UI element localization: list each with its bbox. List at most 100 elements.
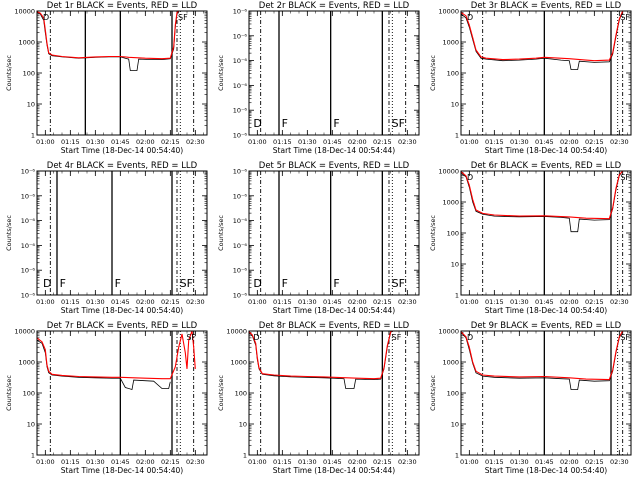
- x-tick-label: 01:45: [111, 458, 130, 466]
- y-tick-label: 10⁻⁶: [21, 168, 36, 176]
- x-tick-label: 01:15: [273, 138, 292, 146]
- chart-panel-2: Det 2r BLACK = Events, RED = LLD Counts/s…: [217, 1, 420, 155]
- x-tick-label: 02:30: [186, 138, 205, 146]
- x-tick-label: 02:15: [585, 138, 604, 146]
- y-tick-label: 1: [455, 452, 459, 460]
- x-tick-label: 01:00: [36, 138, 55, 146]
- series-lld: [461, 171, 624, 220]
- y-tick-label: 1000: [18, 359, 35, 367]
- series-lld: [37, 11, 180, 60]
- y-tick-label: 10000: [438, 8, 459, 16]
- x-tick-label: 01:45: [323, 298, 342, 306]
- chart-panel-6: Det 6r BLACK = Events, RED = LLD Counts/s…: [429, 161, 632, 315]
- x-tick-label: 02:15: [161, 298, 180, 306]
- y-axis-label: Counts/sec: [429, 375, 437, 411]
- y-tick-label: 10000: [226, 328, 247, 336]
- y-tick-label: 100: [447, 70, 459, 78]
- x-tick-label: 02:15: [373, 298, 392, 306]
- chart-title: Det 9r BLACK = Events, RED = LLD: [471, 321, 622, 331]
- x-tick-label: 01:00: [36, 298, 55, 306]
- series-lld: [461, 11, 624, 62]
- x-axis-label: Start Time (18-Dec-14 00:54:40): [485, 146, 607, 155]
- y-tick-label: 10⁻⁶: [233, 192, 248, 200]
- x-tick-label: 01:15: [485, 458, 504, 466]
- chart-annotation: SF: [392, 333, 402, 342]
- chart-annotation: SF: [620, 173, 630, 182]
- y-tick-label: 1: [455, 132, 459, 140]
- chart-annotation: D: [467, 13, 473, 22]
- chart-title: Det 4r BLACK = Events, RED = LLD: [47, 161, 198, 171]
- series-events: [461, 171, 624, 233]
- x-tick-label: 02:00: [136, 458, 155, 466]
- y-axis-label: Counts/sec: [217, 55, 225, 91]
- x-tick-label: 02:00: [136, 138, 155, 146]
- y-tick-label: 10⁻⁶: [21, 217, 36, 225]
- chart-annotation: SF: [620, 333, 630, 342]
- chart-panel-7: Det 7r BLACK = Events, RED = LLD Counts/s…: [5, 321, 208, 475]
- chart-annotation: F: [333, 277, 339, 290]
- x-tick-label: 01:15: [273, 458, 292, 466]
- y-tick-label: 10000: [14, 328, 35, 336]
- chart-panel-3: Det 3r BLACK = Events, RED = LLD Counts/s…: [429, 1, 632, 155]
- chart-annotation: SF: [392, 117, 405, 130]
- y-tick-label: 10000: [14, 8, 35, 16]
- y-axis-label: Counts/sec: [217, 375, 225, 411]
- y-tick-label: 10⁻⁶: [233, 32, 248, 40]
- y-tick-label: 100: [23, 390, 35, 398]
- x-tick-label: 02:15: [585, 458, 604, 466]
- series-lld: [37, 331, 196, 380]
- y-tick-label: 10: [451, 421, 459, 429]
- chart-panel-9: Det 9r BLACK = Events, RED = LLD Counts/s…: [429, 321, 632, 475]
- x-tick-label: 01:45: [535, 298, 554, 306]
- y-tick-label: 10⁻⁶: [233, 242, 248, 250]
- series-lld: [249, 331, 393, 380]
- x-tick-label: 01:15: [61, 458, 80, 466]
- x-tick-label: 02:30: [398, 458, 417, 466]
- y-axis-label: Counts/sec: [429, 215, 437, 251]
- y-tick-label: 10⁻⁶: [233, 107, 248, 115]
- x-tick-label: 01:00: [460, 458, 479, 466]
- y-tick-label: 100: [23, 70, 35, 78]
- x-tick-label: 02:00: [348, 458, 367, 466]
- series-events: [461, 331, 624, 390]
- y-tick-label: 1: [31, 132, 35, 140]
- chart-panel-8: Det 8r BLACK = Events, RED = LLD Counts/s…: [217, 321, 420, 475]
- y-tick-label: 10000: [438, 328, 459, 336]
- chart-annotation: SF: [178, 13, 188, 22]
- plot-frame: [248, 10, 420, 136]
- y-axis-label: Counts/sec: [217, 215, 225, 251]
- x-tick-label: 01:30: [298, 138, 317, 146]
- chart-annotation: D: [43, 277, 51, 290]
- y-tick-label: 1000: [442, 39, 459, 47]
- chart-annotation: D: [253, 277, 261, 290]
- chart-annotation: SF: [392, 277, 405, 290]
- y-tick-label: 10⁻⁶: [21, 267, 36, 275]
- y-tick-label: 100: [235, 390, 247, 398]
- y-axis-label: Counts/sec: [5, 55, 13, 91]
- y-tick-label: 10000: [438, 168, 459, 176]
- x-tick-label: 01:30: [298, 298, 317, 306]
- x-tick-label: 01:00: [248, 298, 267, 306]
- y-tick-label: 10⁻⁶: [233, 267, 248, 275]
- y-tick-label: 10⁻⁶: [21, 292, 36, 300]
- y-tick-label: 100: [447, 230, 459, 238]
- x-tick-label: 02:30: [186, 298, 205, 306]
- y-tick-label: 10⁻⁶: [233, 57, 248, 65]
- x-tick-label: 01:45: [111, 298, 130, 306]
- x-tick-label: 02:30: [610, 458, 629, 466]
- y-tick-label: 1000: [230, 359, 247, 367]
- x-tick-label: 02:30: [398, 138, 417, 146]
- plot-frame: [460, 10, 632, 136]
- chart-title: Det 7r BLACK = Events, RED = LLD: [47, 321, 198, 331]
- x-tick-label: 02:00: [348, 298, 367, 306]
- y-tick-label: 1000: [18, 39, 35, 47]
- x-tick-label: 02:15: [373, 138, 392, 146]
- x-tick-label: 01:45: [111, 138, 130, 146]
- plot-frame: [248, 330, 420, 456]
- x-tick-label: 02:30: [610, 138, 629, 146]
- chart-title: Det 1r BLACK = Events, RED = LLD: [47, 1, 198, 11]
- x-tick-label: 02:30: [398, 298, 417, 306]
- x-tick-label: 01:00: [248, 458, 267, 466]
- y-tick-label: 10: [27, 101, 35, 109]
